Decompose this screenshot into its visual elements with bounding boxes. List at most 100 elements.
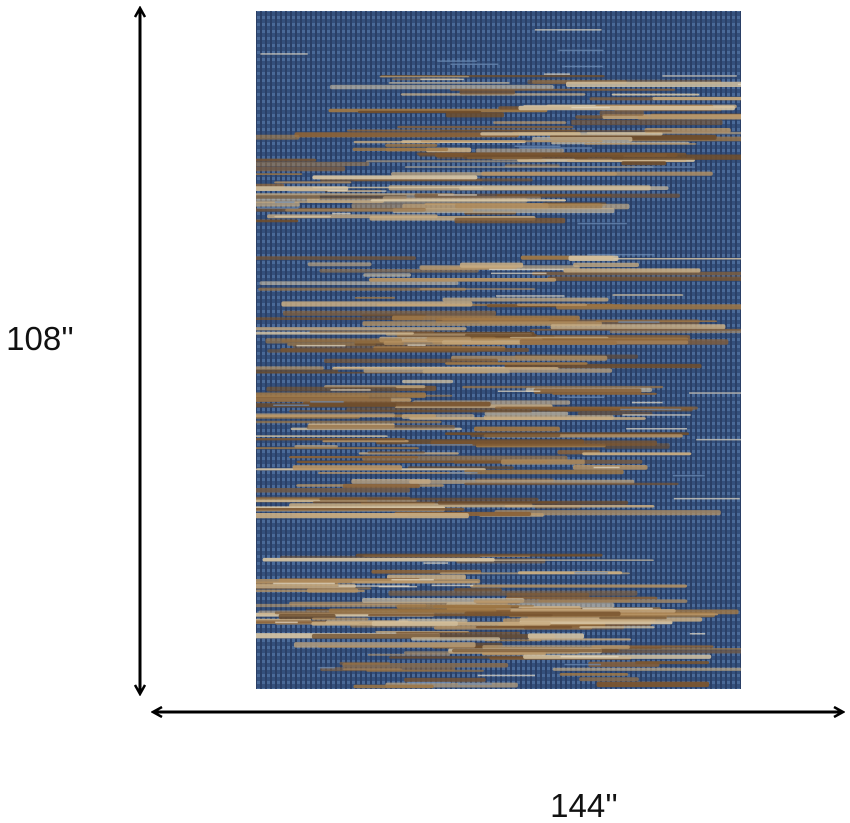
rug-streak bbox=[256, 256, 416, 260]
rug-streak bbox=[599, 616, 667, 620]
rug-streak bbox=[459, 262, 524, 268]
rug-streak bbox=[327, 190, 387, 192]
rug-streak bbox=[402, 379, 454, 384]
rug-streak bbox=[577, 222, 627, 225]
rug-streak bbox=[307, 588, 359, 593]
rug-streak bbox=[368, 278, 557, 282]
rug-streak bbox=[404, 677, 486, 682]
rug-streak bbox=[353, 140, 441, 144]
rug-streak bbox=[582, 452, 692, 456]
rug-streak bbox=[317, 472, 472, 474]
rug-streak bbox=[256, 438, 406, 441]
rug-streak bbox=[439, 130, 672, 132]
rug-streak bbox=[582, 607, 653, 610]
rug-streak bbox=[516, 303, 588, 306]
rug-streak bbox=[673, 497, 740, 500]
rug-streak bbox=[388, 82, 510, 84]
rug-streak bbox=[274, 181, 352, 184]
rug-streak bbox=[397, 125, 574, 129]
rug-streak bbox=[408, 681, 451, 684]
rug-streak bbox=[396, 631, 521, 634]
rug-streak bbox=[256, 161, 370, 166]
rug-streak bbox=[527, 633, 584, 639]
rug-streak bbox=[332, 212, 351, 215]
rug-streak bbox=[464, 469, 624, 475]
rug-streak bbox=[559, 673, 629, 676]
rug-streak bbox=[662, 75, 737, 77]
rug-streak bbox=[379, 75, 470, 78]
rug-streak bbox=[470, 433, 561, 437]
rug-streak bbox=[388, 590, 638, 596]
rug-streak bbox=[256, 584, 356, 589]
rug-streak bbox=[404, 166, 654, 168]
rug-streak bbox=[618, 321, 660, 323]
rug-streak bbox=[531, 271, 741, 276]
rug-streak bbox=[501, 459, 585, 465]
rug-streak bbox=[459, 186, 669, 190]
rug-streak bbox=[289, 456, 419, 459]
rug-streak bbox=[371, 621, 458, 627]
rug-streak bbox=[672, 474, 705, 477]
rug-streak bbox=[256, 173, 303, 175]
rug-streak bbox=[419, 288, 536, 290]
rug-streak bbox=[256, 202, 300, 207]
rug-streak bbox=[332, 367, 559, 370]
rug-streak bbox=[256, 420, 442, 424]
rug-streak bbox=[652, 96, 741, 101]
rug-streak bbox=[437, 194, 477, 196]
rug-streak bbox=[445, 112, 505, 118]
rug-streak bbox=[598, 258, 741, 260]
rug-streak bbox=[392, 315, 580, 321]
rug-streak bbox=[430, 440, 657, 446]
rug-streak bbox=[256, 435, 388, 437]
rug-streak bbox=[611, 93, 700, 96]
rug-streak bbox=[533, 388, 642, 394]
rug-streak bbox=[378, 585, 418, 588]
rug-streak bbox=[574, 572, 608, 574]
rug-streak bbox=[475, 148, 564, 153]
rug-streak bbox=[599, 110, 644, 116]
rug-streak bbox=[355, 553, 603, 557]
rug-streak bbox=[564, 663, 601, 666]
rug-streak bbox=[519, 339, 729, 345]
rug-streak bbox=[354, 296, 396, 299]
rug-streak bbox=[552, 667, 741, 671]
rug-streak bbox=[401, 414, 475, 419]
rug-streak bbox=[338, 585, 410, 587]
rug-streak bbox=[281, 301, 473, 307]
rug-streak bbox=[634, 166, 695, 168]
rug-streak bbox=[689, 633, 706, 635]
rug-streak bbox=[518, 105, 735, 111]
rug-streak bbox=[256, 392, 426, 398]
rug-streak bbox=[266, 386, 397, 392]
rug-streak bbox=[367, 653, 451, 656]
rug-streak bbox=[317, 666, 335, 669]
rug-streak bbox=[256, 317, 424, 320]
rug-streak bbox=[312, 617, 369, 621]
rug-streak bbox=[307, 262, 372, 267]
rug-streak bbox=[414, 193, 680, 198]
rug-streak bbox=[556, 304, 741, 310]
rug-streak bbox=[351, 203, 549, 209]
rug-streak bbox=[260, 53, 308, 55]
rug-streak bbox=[449, 472, 478, 474]
rug-streak bbox=[274, 201, 295, 203]
rug-streak bbox=[385, 143, 438, 147]
rug-streak bbox=[306, 425, 455, 430]
rug-streak bbox=[342, 483, 420, 489]
rug-streak bbox=[363, 273, 412, 277]
rug-streak bbox=[312, 186, 483, 189]
rug-streak bbox=[411, 637, 501, 641]
rug-streak bbox=[496, 295, 565, 297]
rug-streak bbox=[256, 447, 419, 450]
rug-streak bbox=[587, 253, 655, 256]
rug-streak bbox=[497, 390, 541, 392]
rug-streak bbox=[442, 297, 609, 302]
rug-streak bbox=[296, 460, 548, 463]
rug-streak bbox=[322, 440, 409, 443]
rug-streak bbox=[329, 84, 554, 90]
rug-streak bbox=[312, 501, 559, 504]
rug-streak bbox=[579, 626, 655, 629]
rug-streak bbox=[353, 684, 434, 689]
